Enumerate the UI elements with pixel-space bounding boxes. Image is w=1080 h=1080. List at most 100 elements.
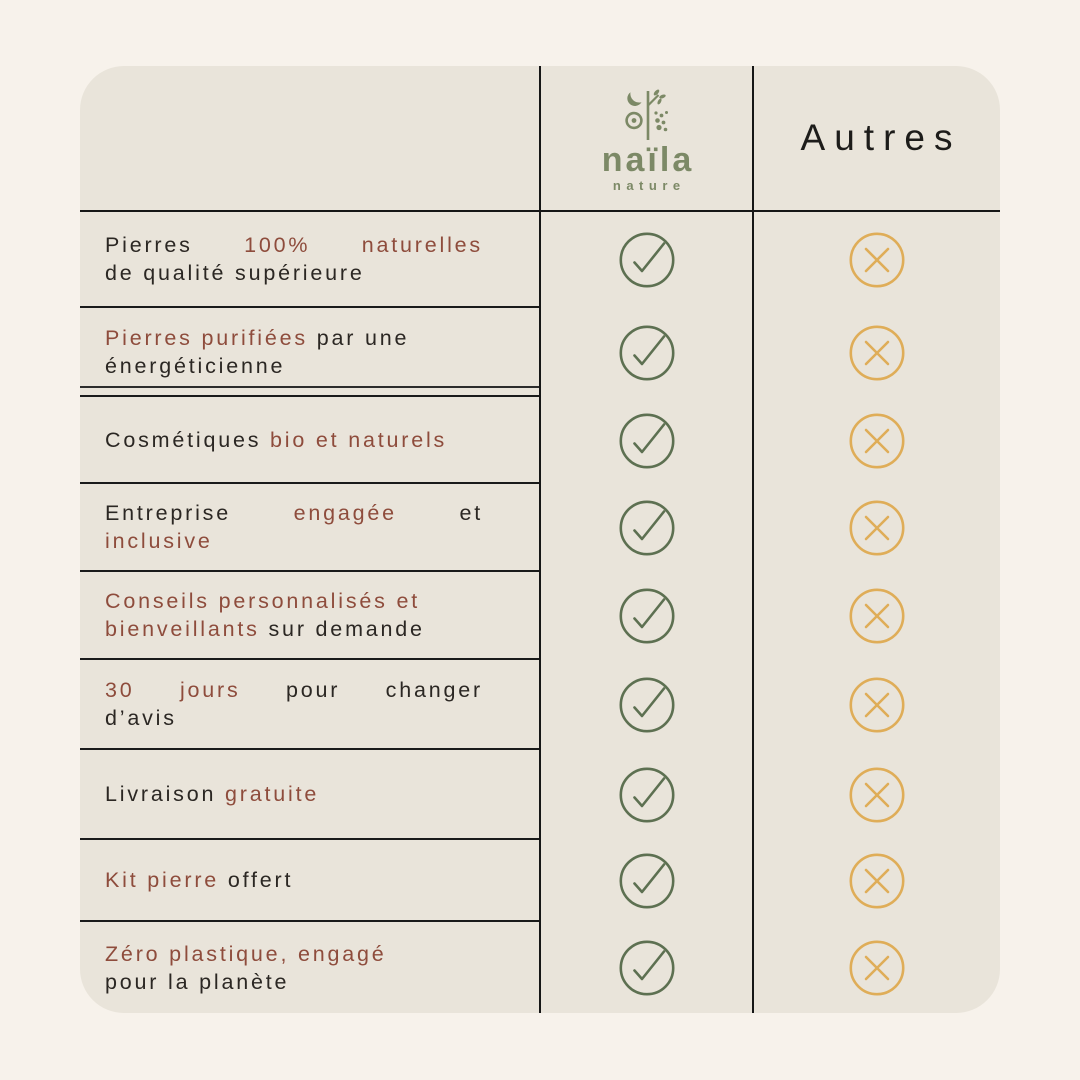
naila-cell bbox=[540, 484, 753, 572]
naila-cell bbox=[540, 922, 753, 1013]
table-row: Cosmétiques bio et naturels bbox=[80, 397, 1000, 484]
feature-text-segment: Livraison bbox=[105, 782, 226, 806]
feature-line: Conseils personnalisés et bbox=[105, 587, 510, 615]
others-cell bbox=[753, 660, 1000, 750]
table-body: Pierres 100% naturelles de qualité supérieu… bbox=[80, 212, 1000, 1013]
check-icon bbox=[618, 324, 675, 381]
table-row: Zéro plastique, engagé pour la planète bbox=[80, 922, 1000, 1013]
feature-line: pour la planète bbox=[105, 968, 510, 996]
feature-text-segment: d’avis bbox=[105, 706, 177, 730]
feature-line: 30 jours pour changer bbox=[105, 676, 483, 704]
others-cell bbox=[753, 572, 1000, 660]
feature-line: d’avis bbox=[105, 704, 510, 732]
check-icon bbox=[618, 500, 675, 556]
check-icon bbox=[618, 677, 675, 733]
feature-label: 30 jours pour changer d’avis bbox=[80, 660, 540, 750]
cross-icon bbox=[848, 677, 905, 733]
table-row: 30 jours pour changer d’avis bbox=[80, 660, 1000, 750]
others-cell bbox=[753, 308, 1000, 397]
feature-text-segment: Cosmétiques bbox=[105, 427, 271, 452]
feature-line: Livraison gratuite bbox=[105, 780, 510, 808]
feature-text-segment: Kit pierre bbox=[105, 868, 228, 892]
naila-cell bbox=[540, 572, 753, 660]
others-cell bbox=[753, 922, 1000, 1013]
feature-text-segment: gratuite bbox=[225, 782, 320, 806]
feature-line: Pierres purifiées par une bbox=[105, 324, 510, 352]
table-header-row: naïla nature Autres bbox=[80, 66, 1000, 212]
feature-line: bienveillants sur demande bbox=[105, 615, 510, 643]
feature-text-segment: et bbox=[459, 501, 483, 525]
naila-cell bbox=[540, 397, 753, 484]
others-column-header: Autres bbox=[800, 117, 962, 158]
cross-icon bbox=[848, 324, 905, 381]
cross-icon bbox=[848, 939, 905, 996]
feature-text-segment: bio et naturels bbox=[270, 427, 448, 452]
feature-text-segment: Conseils personnalisés et bbox=[105, 589, 420, 613]
feature-label: Pierres 100% naturelles de qualité supérieu… bbox=[80, 212, 540, 308]
feature-text-segment: inclusive bbox=[105, 529, 213, 553]
feature-line: Cosmétiques bio et naturels bbox=[105, 426, 510, 454]
feature-text-segment: changer bbox=[385, 678, 483, 702]
feature-line: Kit pierre offert bbox=[105, 866, 510, 894]
feature-text-segment: par une bbox=[307, 325, 410, 350]
feature-label: Conseils personnalisés et bienveillants s… bbox=[80, 572, 540, 660]
others-cell bbox=[753, 484, 1000, 572]
feature-text-segment: pour bbox=[286, 678, 341, 702]
feature-text-segment: Zéro plastique, engagé bbox=[105, 941, 387, 966]
feature-text-segment: Pierres bbox=[105, 233, 193, 257]
feature-text-segment: naturelles bbox=[361, 233, 483, 257]
naila-cell bbox=[540, 308, 753, 397]
feature-line: de qualité supérieure bbox=[105, 259, 510, 287]
others-cell bbox=[753, 212, 1000, 308]
table-row: Pierres 100% naturelles de qualité supérieu… bbox=[80, 212, 1000, 308]
brand-subtitle: nature bbox=[612, 178, 686, 193]
feature-text-segment: de qualité supérieure bbox=[105, 261, 365, 285]
check-icon bbox=[618, 767, 675, 823]
feature-text-segment: bienveillants bbox=[105, 617, 260, 641]
feature-text-segment: énergéticienne bbox=[105, 353, 286, 378]
feature-text-segment: jours bbox=[179, 678, 241, 702]
check-icon bbox=[618, 232, 675, 288]
naila-cell bbox=[540, 660, 753, 750]
feature-line: Zéro plastique, engagé bbox=[105, 940, 510, 968]
check-icon bbox=[618, 412, 675, 469]
table-row: Livraison gratuite bbox=[80, 750, 1000, 840]
feature-label: Entreprise engagée et inclusive bbox=[80, 484, 540, 572]
column-divider-right bbox=[751, 66, 755, 1013]
feature-text-segment: 100% bbox=[244, 233, 311, 257]
table-row: Pierres purifiées par une énergéticienne bbox=[80, 308, 1000, 397]
feature-label: Pierres purifiées par une énergéticienne bbox=[80, 308, 540, 397]
brand-column-header: naïla nature bbox=[540, 66, 753, 210]
naila-cell bbox=[540, 840, 753, 922]
others-cell bbox=[753, 840, 1000, 922]
empty-header-cell bbox=[80, 66, 540, 210]
feature-label: Zéro plastique, engagé pour la planète bbox=[80, 922, 540, 1013]
table-row: Kit pierre offert bbox=[80, 840, 1000, 922]
naila-logo-icon bbox=[624, 89, 668, 140]
feature-line: Pierres 100% naturelles bbox=[105, 231, 483, 259]
comparison-table-card: naïla nature Autres Pierres 100% naturelle… bbox=[80, 66, 1000, 1013]
table-row: Conseils personnalisés et bienveillants s… bbox=[80, 572, 1000, 660]
feature-text-segment: engagée bbox=[293, 501, 397, 525]
cross-icon bbox=[848, 412, 905, 469]
brand-wordmark: naïla bbox=[601, 141, 695, 179]
feature-label: Kit pierre offert bbox=[80, 840, 540, 922]
feature-label: Cosmétiques bio et naturels bbox=[80, 397, 540, 484]
cross-icon bbox=[848, 853, 905, 909]
cross-icon bbox=[848, 588, 905, 644]
check-icon bbox=[618, 853, 675, 909]
feature-line: énergéticienne bbox=[105, 352, 510, 380]
feature-text-segment: sur demande bbox=[259, 617, 425, 641]
naila-cell bbox=[540, 212, 753, 308]
others-cell bbox=[753, 397, 1000, 484]
feature-text-segment: Entreprise bbox=[105, 501, 231, 525]
feature-text-segment: offert bbox=[227, 868, 294, 892]
naila-cell bbox=[540, 750, 753, 840]
feature-text-segment: pour la planète bbox=[105, 969, 290, 994]
others-cell bbox=[753, 750, 1000, 840]
column-divider-left bbox=[538, 66, 542, 1013]
check-icon bbox=[618, 939, 675, 996]
feature-text-segment: Pierres purifiées bbox=[105, 325, 308, 350]
table-row: Entreprise engagée et inclusive bbox=[80, 484, 1000, 572]
